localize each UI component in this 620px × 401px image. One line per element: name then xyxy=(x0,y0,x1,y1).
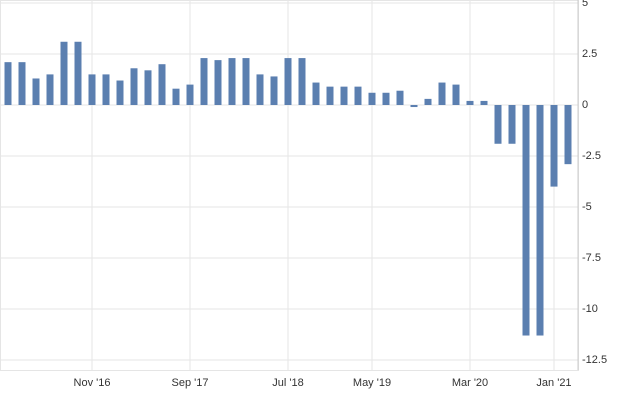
x-tick-label: Nov '16 xyxy=(74,377,111,389)
bar xyxy=(242,58,250,105)
bar xyxy=(494,105,502,144)
y-tick-label: -2.5 xyxy=(582,150,601,162)
bar xyxy=(340,86,348,105)
bar xyxy=(144,70,152,105)
x-tick-label: Mar '20 xyxy=(452,377,488,389)
bar xyxy=(270,76,278,105)
plot-border xyxy=(0,0,579,371)
bar xyxy=(116,80,124,105)
bar xyxy=(298,58,306,105)
x-tick-label: Sep '17 xyxy=(172,377,209,389)
bar xyxy=(508,105,516,144)
bar xyxy=(452,84,460,105)
bar xyxy=(172,88,180,105)
bar xyxy=(382,92,390,105)
bar xyxy=(326,86,334,105)
x-tick-label: Jul '18 xyxy=(272,377,303,389)
bar xyxy=(256,74,264,105)
y-tick-label: -10 xyxy=(582,303,598,315)
y-tick-label: -12.5 xyxy=(582,354,607,366)
x-tick-label: May '19 xyxy=(353,377,391,389)
bar xyxy=(368,92,376,105)
y-tick-label: 2.5 xyxy=(582,48,597,60)
bar xyxy=(410,105,418,108)
bar xyxy=(354,86,362,105)
y-tick-label: 5 xyxy=(582,0,588,9)
bar xyxy=(312,82,320,105)
y-tick-label: -7.5 xyxy=(582,252,601,264)
bar xyxy=(46,74,54,105)
bar xyxy=(214,60,222,105)
bar xyxy=(522,105,530,336)
x-tick-label: Jan '21 xyxy=(536,377,571,389)
bar xyxy=(18,62,26,105)
bar xyxy=(396,90,404,105)
bar xyxy=(32,78,40,105)
y-tick-label: 0 xyxy=(582,99,588,111)
bar xyxy=(186,84,194,105)
bar xyxy=(284,58,292,105)
bar xyxy=(536,105,544,336)
bar xyxy=(102,74,110,105)
bar xyxy=(60,41,68,105)
bar xyxy=(564,105,572,165)
bar xyxy=(130,68,138,105)
bar xyxy=(4,62,12,105)
bar xyxy=(438,82,446,105)
bar xyxy=(424,98,432,105)
bar xyxy=(466,100,474,105)
bar xyxy=(480,100,488,105)
bar xyxy=(200,58,208,105)
bar xyxy=(74,41,82,105)
bar xyxy=(88,74,96,105)
y-tick-label: -5 xyxy=(582,201,592,213)
bar xyxy=(550,105,558,187)
bar xyxy=(158,64,166,105)
bar xyxy=(228,58,236,105)
